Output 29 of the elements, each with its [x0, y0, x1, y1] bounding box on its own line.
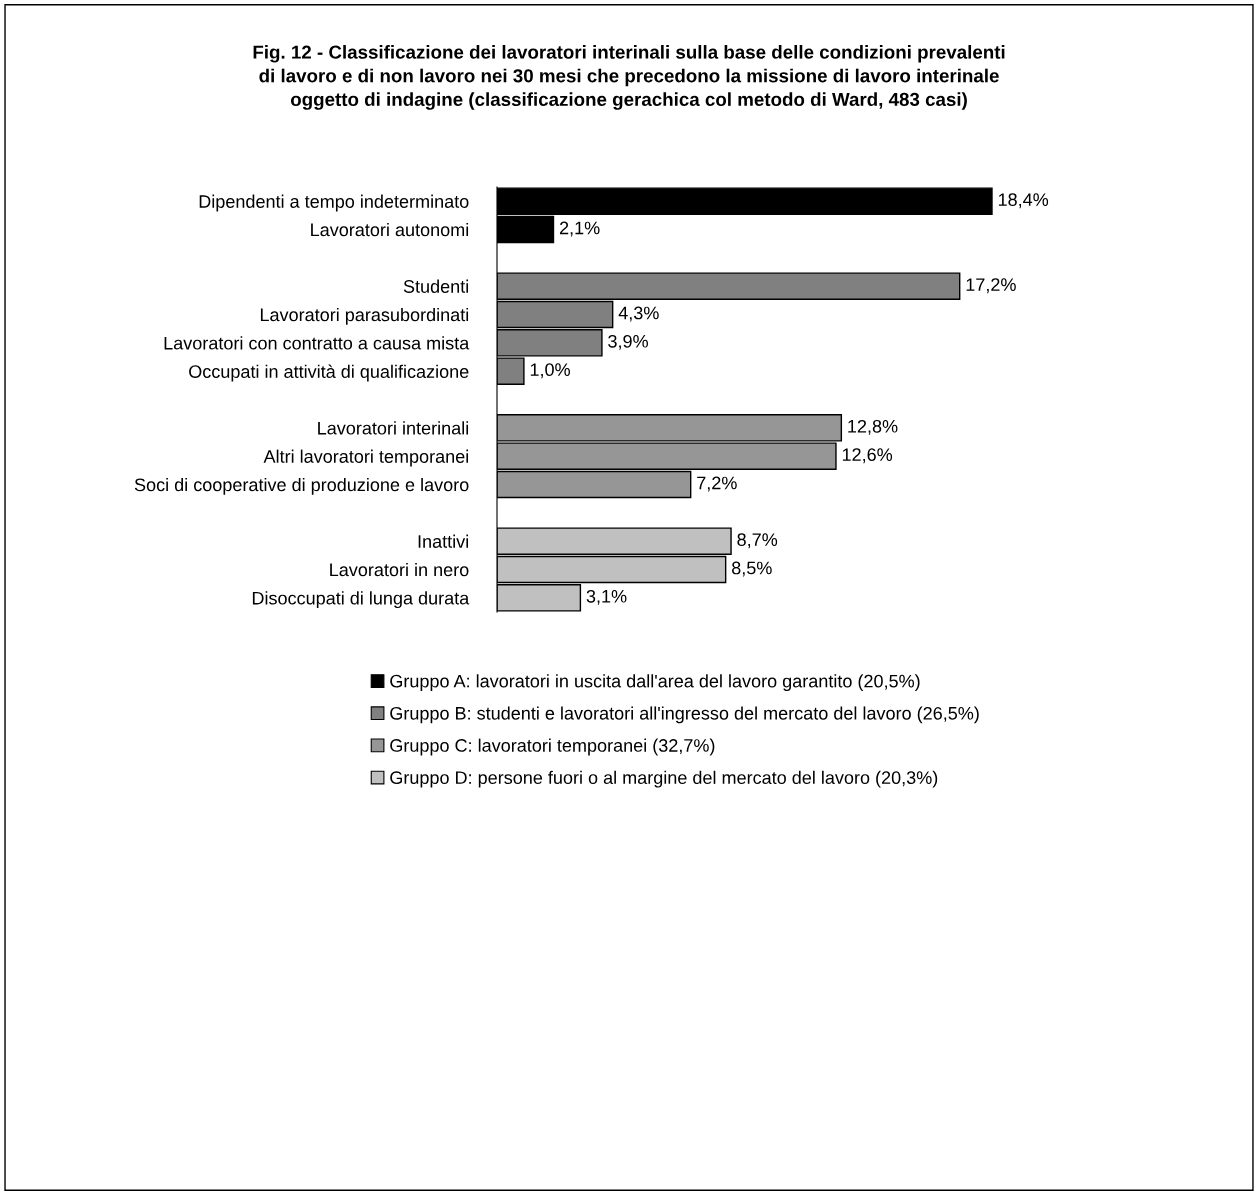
- data-label: 12,8%: [848, 419, 898, 435]
- data-label: 2,1%: [559, 221, 600, 237]
- data-label: 12,6%: [842, 448, 893, 464]
- data-label: 8,5%: [732, 561, 772, 577]
- y-tick-label: Lavoratori in nero: [330, 562, 469, 577]
- y-tick-label: Lavoratori parasubordinati: [260, 307, 469, 325]
- y-tick-label: Inattivi: [418, 534, 469, 548]
- data-label: 7,2%: [697, 476, 737, 492]
- y-tick-label: Disoccupati di lunga durata: [252, 591, 470, 609]
- y-tick-label: Soci di cooperative di produzione e lavoro: [134, 477, 469, 495]
- y-tick-label: Studenti: [403, 279, 469, 293]
- data-label: 4,3%: [618, 306, 659, 322]
- legend-label: Gruppo C: lavoratori temporanei (32,7%): [390, 738, 715, 756]
- y-tick-label: Occupati in attività di qualificazione: [189, 364, 469, 382]
- legend-label: Gruppo D: persone fuori o al margine del mercato del lavoro (20,3%): [390, 770, 938, 788]
- data-label: 18,4%: [998, 193, 1049, 209]
- y-tick-label: Altri lavoratori temporanei: [263, 449, 469, 467]
- data-label: 3,1%: [586, 589, 627, 605]
- y-tick-label: Lavoratori interinali: [318, 421, 469, 435]
- data-label: 1,0%: [530, 363, 570, 379]
- legend-label: Gruppo A: lavoratori in uscita dall'area del lavoro garantito (20,5%): [390, 674, 920, 692]
- chart-title: Fig. 12 - Classificazione dei lavoratori interinali sulla base delle condizioni prevalenti di lavoro e di non lavoro nei 30 mesi che precedono la missione di lavoro interinale oggetto di indagine (classificazione gerachica col metodo di Ward, 483 casi): [253, 45, 1005, 110]
- y-tick-label: Dipendenti a tempo indeterminato: [199, 194, 469, 212]
- y-tick-label: Lavoratori con contratto a causa mista: [164, 336, 470, 350]
- data-label: 17,2%: [966, 278, 1016, 294]
- data-label: 3,9%: [608, 334, 648, 350]
- legend-label: Gruppo B: studenti e lavoratori all'ingresso del mercato del lavoro (26,5%): [390, 706, 979, 724]
- y-tick-label: Lavoratori autonomi: [311, 222, 469, 237]
- data-label: 8,7%: [737, 533, 778, 549]
